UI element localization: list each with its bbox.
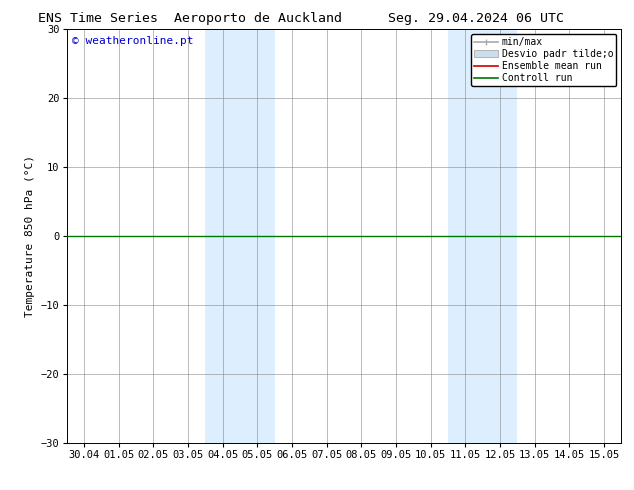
- Y-axis label: Temperature 850 hPa (°C): Temperature 850 hPa (°C): [25, 155, 36, 318]
- Legend: min/max, Desvio padr tilde;o, Ensemble mean run, Controll run: min/max, Desvio padr tilde;o, Ensemble m…: [471, 34, 616, 86]
- Bar: [448, 29, 517, 443]
- Text: © weatheronline.pt: © weatheronline.pt: [72, 36, 193, 46]
- Text: Seg. 29.04.2024 06 UTC: Seg. 29.04.2024 06 UTC: [387, 12, 564, 25]
- Bar: [205, 29, 275, 443]
- Text: ENS Time Series  Aeroporto de Auckland: ENS Time Series Aeroporto de Auckland: [38, 12, 342, 25]
